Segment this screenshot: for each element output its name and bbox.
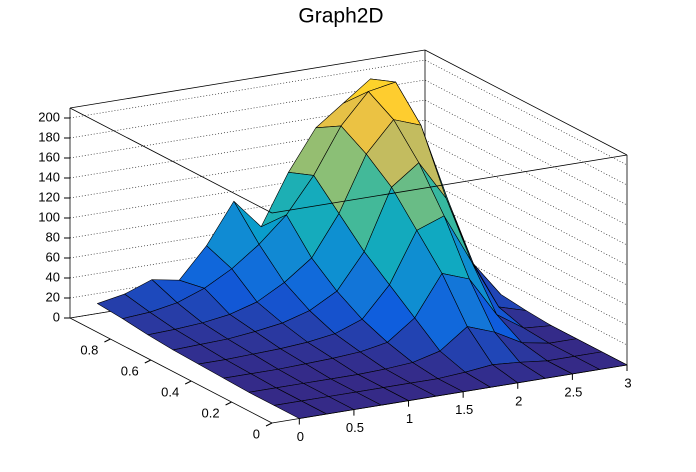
x-tick-label: 1.5: [455, 402, 473, 417]
z-tick-label: 60: [46, 249, 60, 264]
tick-mark: [225, 401, 232, 406]
y-tick-label: 0.4: [161, 384, 179, 399]
z-tick-label: 0: [53, 309, 60, 324]
z-tick-label: 100: [38, 209, 60, 224]
box-edge: [69, 107, 273, 214]
x-tick-label: 2: [515, 393, 522, 408]
z-tick-label: 80: [46, 229, 60, 244]
z-tick-label: 200: [38, 109, 60, 124]
x-tick-label: 0: [297, 429, 304, 444]
z-tick-label: 140: [38, 169, 60, 184]
chart-title: Graph2D: [298, 5, 383, 28]
y-tick-label: 0.2: [202, 405, 220, 420]
box-edge: [69, 49, 426, 109]
tick-mark: [104, 338, 111, 343]
z-tick-label: 20: [46, 289, 60, 304]
x-tick-label: 0.5: [346, 420, 364, 435]
tick-mark: [265, 422, 273, 427]
z-tick-label: 180: [38, 129, 60, 144]
z-tick-label: 160: [38, 149, 60, 164]
box-edge: [69, 317, 273, 424]
box-edge: [271, 154, 628, 214]
x-tick-label: 2.5: [564, 384, 582, 399]
tick-mark: [144, 359, 152, 364]
box-edge: [424, 49, 628, 156]
y-tick-label: 0.6: [121, 363, 139, 378]
box-edge: [271, 364, 628, 424]
tick-mark: [184, 380, 192, 385]
y-tick-label: 0: [253, 426, 260, 441]
y-tick-label: 0.8: [80, 342, 98, 357]
z-tick-label: 40: [46, 269, 60, 284]
x-tick-label: 1: [406, 411, 413, 426]
x-tick-label: 3: [624, 375, 631, 390]
z-tick-label: 120: [38, 189, 60, 204]
